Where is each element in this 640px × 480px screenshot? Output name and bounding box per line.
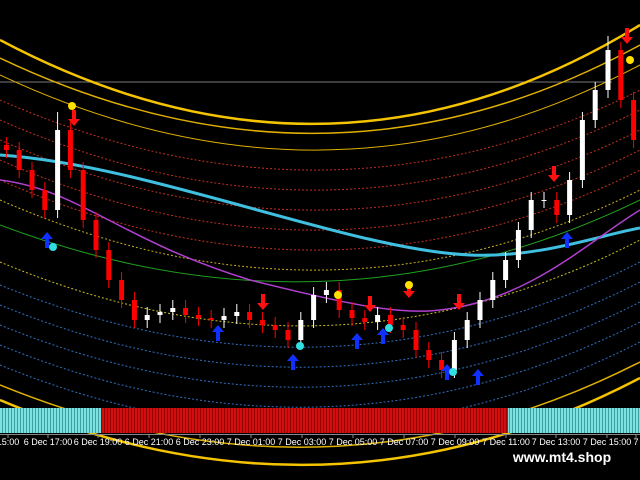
x-tick-label: 7 Dec 11:00 (482, 437, 530, 447)
candle-body (400, 325, 406, 330)
candle-body (426, 350, 432, 360)
candle-body (208, 318, 214, 320)
candle-body (618, 50, 624, 100)
x-tick-label: 7 Dec 15:00 (583, 437, 632, 447)
candle-body (515, 230, 521, 260)
x-tick-label: 7 Dec 09:00 (431, 437, 480, 447)
candle-body (42, 190, 48, 210)
x-tick-label: 6 Dec 19:00 (74, 437, 123, 447)
candle-body (157, 312, 163, 315)
candle-body (311, 295, 317, 320)
candle-body (221, 316, 227, 320)
candle-body (528, 200, 534, 230)
candle-body (67, 130, 73, 170)
candle-body (80, 170, 86, 220)
candle-body (106, 250, 112, 280)
x-tick-label: 7 Dec 01:00 (227, 437, 276, 447)
candle-body (477, 300, 483, 320)
signals (41, 28, 634, 385)
candle-body (119, 280, 125, 300)
candle-body (413, 330, 419, 350)
candle-body (144, 315, 150, 320)
candle-body (349, 310, 355, 318)
candle-body (464, 320, 470, 340)
candle-body (541, 200, 547, 201)
candle-body (131, 300, 137, 320)
x-tick-label: 6 Dec 17:00 (24, 437, 73, 447)
candle-body (605, 50, 611, 90)
candle-body (362, 318, 368, 322)
x-tick-label: 7 Dec 13:00 (532, 437, 581, 447)
candle-body (323, 290, 329, 295)
candle-body (554, 200, 560, 215)
candle-body (490, 280, 496, 300)
candle-body (16, 150, 22, 170)
candle-body (503, 260, 509, 280)
signal-bar (0, 408, 640, 433)
candle-body (3, 145, 9, 150)
candle-body (298, 320, 304, 340)
candle-body (567, 180, 573, 215)
candle-body (285, 330, 291, 340)
candle-body (451, 340, 457, 370)
candle-body (234, 312, 240, 316)
x-tick-label: 6 Dec 23:00 (176, 437, 225, 447)
x-tick-label: 7 Dec 05:00 (329, 437, 378, 447)
x-tick-label: 7 Dec 07:00 (380, 437, 429, 447)
watermark: www.mt4.shop (512, 449, 611, 465)
candle-body (183, 308, 189, 315)
candle-body (579, 120, 585, 180)
watermark-box (496, 446, 636, 468)
candle-body (336, 290, 342, 310)
candle-body (29, 170, 35, 190)
candle-body (55, 130, 61, 210)
x-tick-label: 6 Dec 21:00 (125, 437, 174, 447)
x-tick-label: 15:00 (0, 437, 19, 447)
candle-body (259, 320, 265, 325)
candles (3, 36, 637, 378)
candle-body (387, 315, 393, 325)
candle-body (170, 308, 176, 312)
candle-body (631, 100, 637, 140)
candle-body (439, 360, 445, 370)
candle-body (272, 325, 278, 330)
x-tick-label: 7 (633, 437, 638, 447)
candle-body (93, 220, 99, 250)
candle-body (375, 315, 381, 322)
candle-body (592, 90, 598, 120)
x-tick-label: 7 Dec 03:00 (278, 437, 327, 447)
candle-body (247, 312, 253, 320)
candle-body (195, 315, 201, 318)
x-axis: 15:00 6 Dec 17:006 Dec 19:006 Dec 21:006 … (0, 434, 639, 447)
